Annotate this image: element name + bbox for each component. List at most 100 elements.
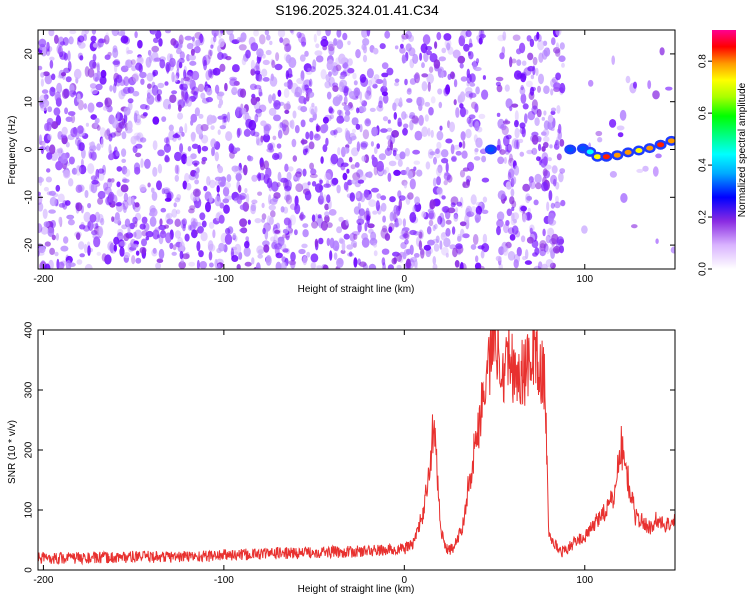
spectrogram-speckle xyxy=(512,34,521,41)
spectrogram-speckle xyxy=(263,125,270,136)
spectrogram-speckle xyxy=(182,180,188,190)
spectrogram-speckle xyxy=(134,166,141,175)
spectrogram-speckle xyxy=(445,84,451,95)
spectrogram-speckle xyxy=(112,45,118,53)
spectrogram-speckle xyxy=(542,156,548,166)
spectrogram-speckle xyxy=(413,253,420,258)
spectrogram-speckle xyxy=(330,153,339,165)
spectrogram-speckle xyxy=(289,30,294,34)
spectrogram-speckle xyxy=(400,169,408,176)
spectrogram-speckle xyxy=(206,114,214,125)
spectrogram-speckle xyxy=(412,53,419,64)
spectrogram-speckle xyxy=(254,70,261,75)
spectrogram-speckle xyxy=(404,230,410,240)
spectrogram-speckle xyxy=(326,41,334,48)
spectrogram-speckle xyxy=(282,248,289,253)
spectrogram-speckle xyxy=(222,115,227,123)
y-tick-label: 0 xyxy=(24,146,35,152)
spectrogram-speckle xyxy=(271,59,276,69)
spectrogram-speckle xyxy=(283,88,290,98)
spectrogram-speckle xyxy=(556,105,561,114)
spectrogram-speckle xyxy=(502,245,509,256)
spectrogram-speckle xyxy=(425,161,431,170)
spectrogram-speckle xyxy=(533,199,539,206)
spectrogram-speckle xyxy=(513,165,520,176)
spectrogram-speckle xyxy=(266,34,271,41)
spectrogram-speckle xyxy=(519,86,526,96)
spectrogram-speckle xyxy=(513,219,517,224)
spectrogram-speckle xyxy=(151,45,159,53)
spectrogram-speckle xyxy=(256,72,260,81)
spectrogram-speckle xyxy=(150,30,157,35)
spectrogram-speckle xyxy=(328,108,335,114)
spectrogram-speckle xyxy=(481,177,490,183)
spectrogram-speckle xyxy=(519,151,525,157)
spectrogram-speckle xyxy=(380,195,387,201)
spectrogram-speckle xyxy=(325,169,334,180)
spectrogram-speckle xyxy=(342,32,348,41)
spectrogram-speckle xyxy=(559,245,564,254)
spectrogram-speckle xyxy=(178,58,185,64)
spectrogram-speckle xyxy=(67,50,71,62)
spectrogram-speckle xyxy=(433,243,440,252)
spectrogram-speckle xyxy=(502,120,511,125)
spectrogram-speckle xyxy=(268,204,276,211)
spectrogram-speckle xyxy=(391,130,399,138)
spectrogram-speckle xyxy=(151,51,159,63)
spectrogram-speckle xyxy=(120,35,129,44)
spectrogram-speckle xyxy=(255,134,260,146)
spectrogram-speckle xyxy=(60,72,67,77)
spectrogram-speckle xyxy=(203,59,208,71)
spectrogram-speckle xyxy=(184,172,190,184)
spectrogram-speckle xyxy=(496,226,501,236)
spectrogram-speckle xyxy=(555,30,562,37)
spectrogram-speckle xyxy=(79,55,84,61)
spectrogram-speckle xyxy=(550,88,554,96)
spectrogram-speckle xyxy=(84,30,90,35)
spectrogram-speckle xyxy=(511,103,519,108)
spectrogram-speckle xyxy=(633,81,637,89)
spectrogram-speckle xyxy=(244,188,248,194)
spectrogram-speckle xyxy=(361,232,368,241)
spectrogram-speckle xyxy=(271,241,277,250)
spectrogram-speckle xyxy=(134,229,143,240)
spectrogram-speckle xyxy=(413,166,417,171)
spectrogram-speckle xyxy=(53,107,61,116)
track-point xyxy=(593,154,601,160)
spectrogram-speckle xyxy=(184,35,193,41)
spectrogram-speckle xyxy=(189,95,196,102)
spectrogram-speckle xyxy=(468,42,473,48)
track-point xyxy=(487,147,495,152)
spectrogram-speckle xyxy=(104,254,112,265)
spectrogram-speckle xyxy=(42,71,50,77)
spectrogram-speckle xyxy=(460,228,465,238)
spectrogram-speckle xyxy=(41,89,49,94)
spectrogram-speckle xyxy=(309,173,318,179)
spectrogram-speckle xyxy=(451,226,456,235)
spectrogram-speckle xyxy=(232,232,237,239)
spectrogram-speckle xyxy=(195,39,201,47)
y-tick-label: -20 xyxy=(24,237,35,252)
y-tick-label: 10 xyxy=(24,96,35,108)
spectrogram-speckle xyxy=(520,73,527,83)
spectrogram-speckle xyxy=(278,242,287,251)
spectrogram-speckle xyxy=(609,171,618,178)
spectrogram-speckle xyxy=(443,33,452,41)
spectrogram-speckle xyxy=(311,220,319,229)
spectrogram-speckle xyxy=(105,32,109,41)
spectrogram-speckle xyxy=(210,125,215,130)
spectrogram-speckle xyxy=(555,48,561,57)
spectrogram-speckle xyxy=(240,107,245,115)
spectrogram-speckle xyxy=(441,247,449,256)
spectrogram-speckle xyxy=(526,149,534,155)
spectrogram-speckle xyxy=(247,155,254,162)
spectrogram-speckle xyxy=(437,215,443,225)
spectrogram-speckle xyxy=(300,139,308,145)
spectrogram-speckle xyxy=(443,180,448,186)
spectrogram-speckle xyxy=(91,180,99,185)
spectrogram-speckle xyxy=(60,245,69,252)
spectrogram-speckle xyxy=(200,92,206,100)
spectrogram-speckle xyxy=(329,114,334,120)
spectrogram-speckle xyxy=(453,214,459,222)
